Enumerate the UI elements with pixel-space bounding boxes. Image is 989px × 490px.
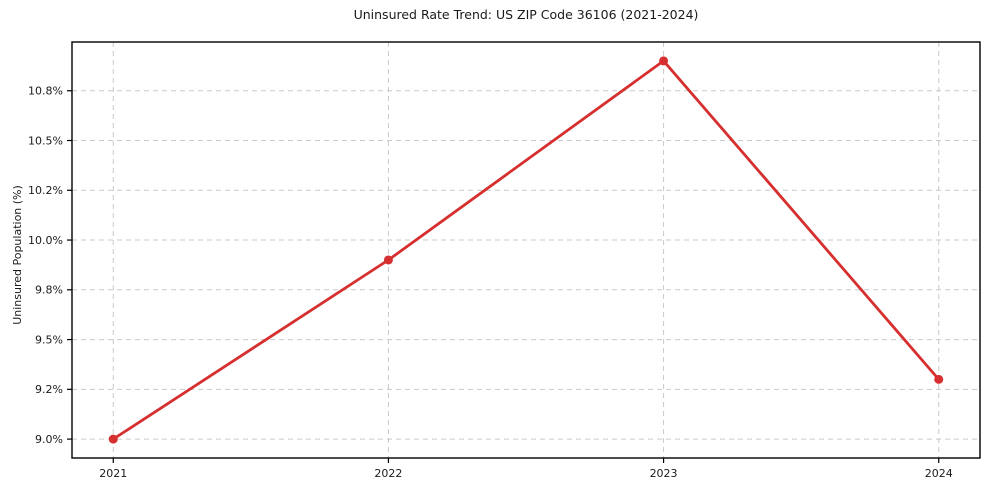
- y-tick-label: 9.5%: [35, 333, 63, 346]
- data-point: [383, 255, 393, 265]
- y-tick-label: 10.2%: [28, 184, 63, 197]
- plot-frame: [71, 41, 981, 459]
- y-tick-label: 9.8%: [35, 284, 63, 297]
- trend-line: [111, 59, 941, 441]
- y-tick-label: 9.2%: [35, 383, 63, 396]
- x-tick-label: 2022: [374, 467, 402, 480]
- y-tick-label: 10.8%: [28, 85, 63, 98]
- x-tick-label: 2021: [99, 467, 127, 480]
- y-tick-label: 10.5%: [28, 134, 63, 147]
- y-tick-label: 9.0%: [35, 433, 63, 446]
- chart-title: Uninsured Rate Trend: US ZIP Code 36106 …: [353, 7, 699, 22]
- data-point: [934, 374, 944, 384]
- data-point: [659, 56, 669, 66]
- y-tick-label: 10.0%: [28, 234, 63, 247]
- x-tick-label: 2023: [650, 467, 678, 480]
- data-point: [108, 434, 118, 444]
- x-tick-label: 2024: [925, 467, 953, 480]
